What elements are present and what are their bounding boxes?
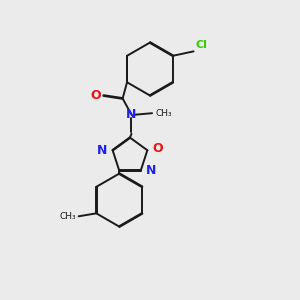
Text: O: O [153, 142, 163, 155]
Text: N: N [146, 164, 156, 177]
Text: O: O [90, 89, 101, 102]
Text: N: N [126, 108, 137, 121]
Text: N: N [97, 144, 107, 157]
Text: CH₃: CH₃ [155, 109, 172, 118]
Text: CH₃: CH₃ [59, 212, 76, 221]
Text: Cl: Cl [195, 40, 207, 50]
